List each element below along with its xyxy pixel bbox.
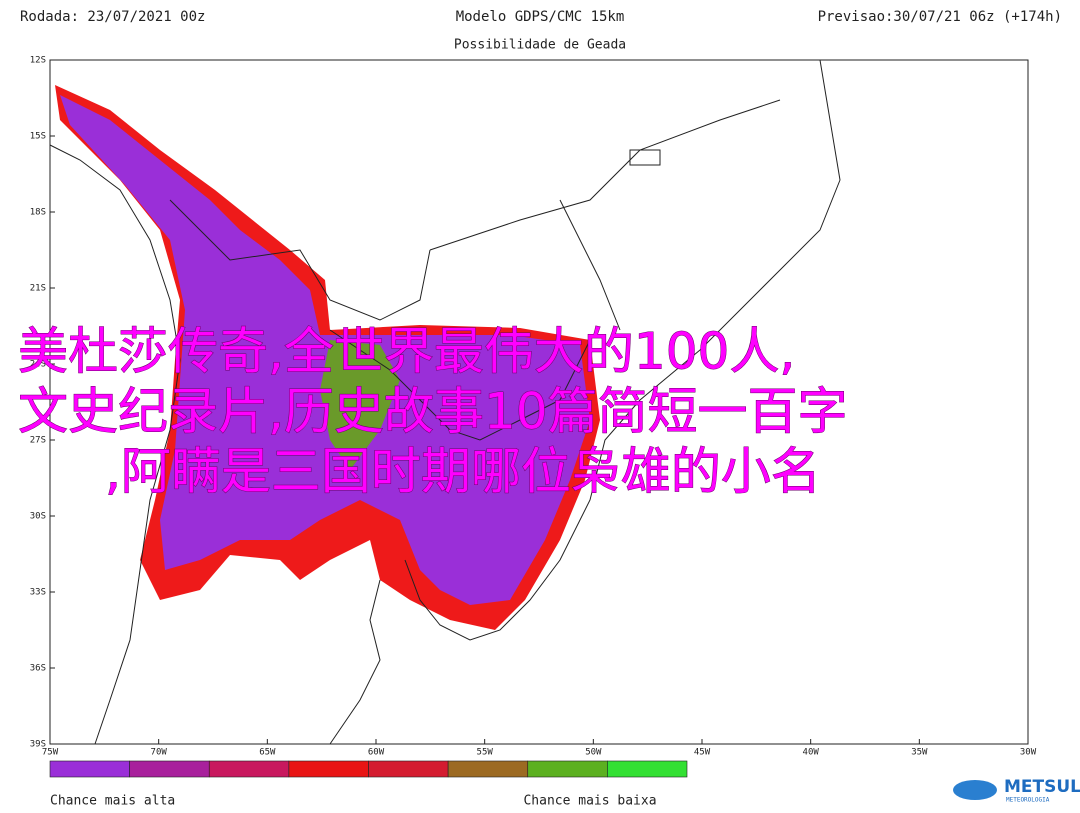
legend-swatch	[527, 760, 608, 778]
map-subtitle: Possibilidade de Geada	[454, 38, 626, 53]
overlay-line: ,阿瞒是三国时期哪位枭雄的小名	[105, 443, 821, 501]
logo: METSUL	[1004, 777, 1080, 797]
legend-high: Chance mais alta	[50, 794, 175, 809]
lon-label: 60W	[368, 748, 385, 758]
lat-label: 33S	[30, 588, 46, 598]
lat-label: 39S	[30, 740, 46, 750]
overlay-text: 美杜莎传奇,全世界最伟大的100人, 文史纪录片,历史故事10篇简短一百字 ,阿…	[18, 322, 849, 501]
legend-swatch	[208, 760, 290, 778]
legend-low: Chance mais baixa	[523, 794, 656, 809]
lon-label: 65W	[259, 748, 276, 758]
overlay-line: 文史纪录片,历史故事10篇简短一百字	[18, 383, 848, 441]
legend-swatch	[49, 760, 130, 778]
lon-label: 30W	[1020, 748, 1037, 758]
map-frame	[49, 59, 1029, 745]
legend-swatch	[368, 760, 449, 778]
lat-label: 21S	[30, 284, 46, 294]
legend-swatch	[447, 760, 529, 778]
lat-label: 18S	[30, 208, 46, 218]
forecast-time: Previsao:30/07/21 06z (+174h)	[818, 9, 1062, 25]
lat-label: 12S	[30, 56, 46, 66]
lon-label: 75W	[42, 748, 59, 758]
lat-label: 15S	[30, 132, 46, 142]
lon-label: 70W	[151, 748, 168, 758]
lon-label: 55W	[477, 748, 494, 758]
model-name: Modelo GDPS/CMC 15km	[456, 9, 625, 25]
lon-label: 40W	[803, 748, 820, 758]
run-date: Rodada: 23/07/2021 00z	[20, 9, 205, 25]
legend-swatch	[607, 760, 688, 778]
lat-label: 30S	[30, 512, 46, 522]
overlay-line: 美杜莎传奇,全世界最伟大的100人,	[18, 323, 795, 381]
logo-sub: METEOROLOGIA	[1006, 797, 1050, 804]
legend-swatch	[129, 760, 210, 778]
lat-label: 36S	[30, 664, 46, 674]
lat-label: 24S	[30, 360, 46, 370]
borders	[49, 59, 841, 745]
lon-label: 35W	[911, 748, 928, 758]
lat-label: 27S	[30, 436, 46, 446]
lon-label: 45W	[694, 748, 711, 758]
legend-swatch	[288, 760, 369, 778]
lon-label: 50W	[585, 748, 602, 758]
logo-icon	[953, 780, 997, 800]
